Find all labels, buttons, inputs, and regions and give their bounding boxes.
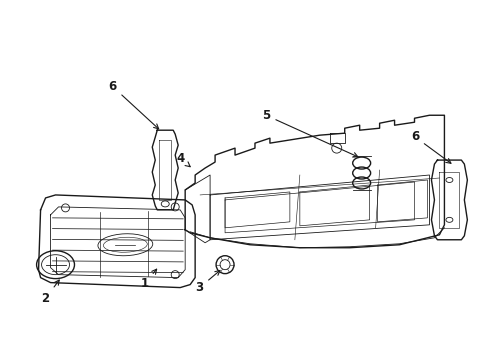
Text: 5: 5 — [262, 109, 357, 157]
Text: 1: 1 — [140, 269, 156, 291]
Text: 4: 4 — [176, 152, 190, 167]
Text: 6: 6 — [410, 130, 450, 163]
Text: 2: 2 — [41, 280, 59, 305]
Text: 6: 6 — [108, 80, 158, 129]
Text: 3: 3 — [195, 270, 220, 294]
